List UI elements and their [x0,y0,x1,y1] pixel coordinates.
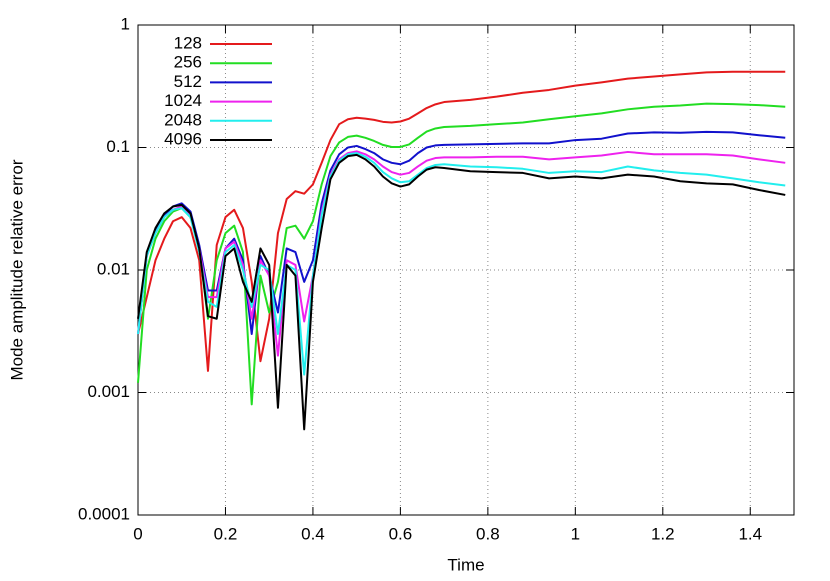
plot-frame [137,24,795,516]
series-line [137,102,786,406]
x-tick-label: 1 [571,524,580,543]
x-tick-label: 0 [133,524,142,543]
x-tick-label: 0.2 [214,524,238,543]
series-line [137,70,786,372]
x-tick-label: 0.6 [389,524,413,543]
series-line [137,153,786,431]
y-tick-label: 0.01 [97,259,130,278]
y-tick-label: 0.001 [87,382,130,401]
x-tick-label: 0.8 [476,524,500,543]
legend-label: 2048 [164,110,202,129]
y-tick-label: 0.0001 [78,504,130,523]
x-tick-label: 1.4 [738,524,762,543]
x-tick-label: 0.4 [301,524,325,543]
y-axis-label: Mode amplitude relative error [7,159,26,380]
y-tick-label: 0.1 [106,137,130,156]
x-tick-label: 1.2 [651,524,675,543]
y-tick-label: 1 [121,14,130,33]
legend-label: 128 [174,33,202,52]
series-line [137,152,786,376]
legend-label: 1024 [164,91,202,110]
legend-label: 512 [174,72,202,91]
legend-label: 256 [174,53,202,72]
x-axis-label: Time [447,555,484,574]
series-line [137,130,786,336]
legend-label: 4096 [164,129,202,148]
